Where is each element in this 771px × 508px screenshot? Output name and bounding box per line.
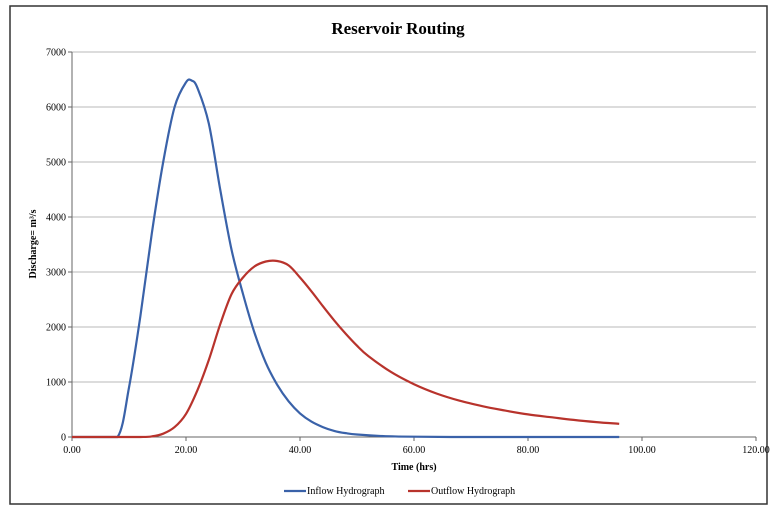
inflow-hydrograph-line (72, 78, 620, 439)
y-tick-label: 6000 (46, 103, 66, 114)
y-tick-label: 1000 (46, 378, 66, 389)
y-tick-label: 5000 (46, 158, 66, 169)
y-axis-title: Discharge (28, 235, 39, 278)
legend: Inflow Hydrograph Outflow Hydrograph (284, 486, 515, 497)
x-tick-label: 20.00 (175, 445, 198, 456)
outflow-hydrograph-line (72, 259, 620, 439)
x-axis-title: Time (hrs) (391, 462, 436, 473)
chart-title: Reservoir Routing (331, 19, 465, 38)
inflow-hydrograph-legend-label: Inflow Hydrograph (307, 486, 384, 497)
x-tick-label: 80.00 (517, 445, 540, 456)
y-tick-label: 3000 (46, 268, 66, 279)
x-tick-label: 120.00 (742, 445, 770, 456)
y-axis-unit: m³/s (28, 209, 39, 227)
x-tick-label: 0.00 (63, 445, 81, 456)
chart-frame (9, 5, 768, 505)
outflow-hydrograph-legend-label: Outflow Hydrograph (431, 486, 515, 497)
y-tick-label: 2000 (46, 323, 66, 334)
svg-text:Discharge= m³/s: Discharge= m³/s (28, 209, 39, 278)
axis-layer: 0 1000 2000 3000 4000 5000 6000 7000 0.00 20.00 40… (46, 48, 770, 457)
x-tick-label: 40.00 (289, 445, 312, 456)
y-tick-label: 0 (61, 433, 66, 444)
x-tick-label: 100.00 (628, 445, 656, 456)
grid-layer (72, 51, 756, 383)
y-tick-label: 7000 (46, 48, 66, 59)
y-tick-label: 4000 (46, 213, 66, 224)
x-tick-label: 60.00 (403, 445, 426, 456)
series-layer (72, 78, 620, 439)
y-axis-title-group: Discharge= m³/s (28, 209, 39, 278)
